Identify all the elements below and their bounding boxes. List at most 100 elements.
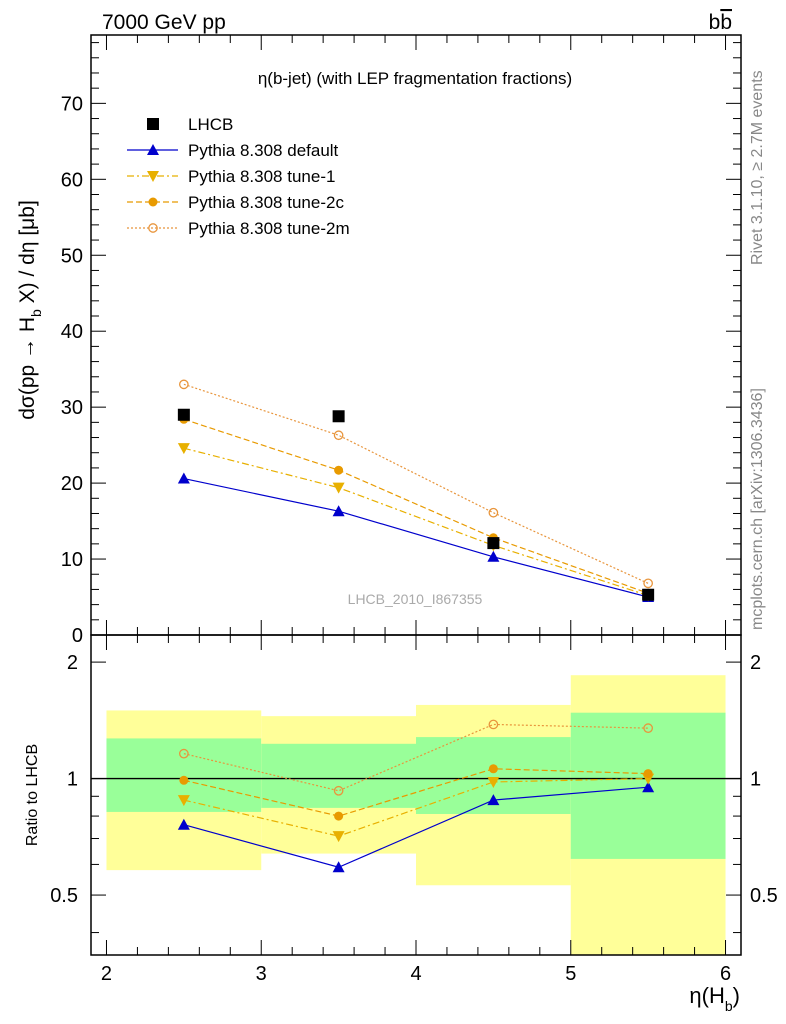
ratio-point bbox=[177, 795, 190, 807]
main-title: η(b-jet) (with LEP fragmentation fractio… bbox=[258, 69, 572, 88]
legend-label: Pythia 8.308 default bbox=[188, 141, 339, 160]
ratio-point bbox=[643, 769, 653, 779]
data-point bbox=[487, 537, 500, 550]
ratio-ytick-label-right: 1 bbox=[750, 769, 761, 791]
legend-marker bbox=[147, 118, 159, 130]
data-point bbox=[487, 550, 500, 562]
series-lhcb bbox=[177, 408, 655, 601]
ratio-point bbox=[332, 831, 345, 843]
ratio-point bbox=[488, 719, 499, 730]
main-ytick-label: 70 bbox=[61, 93, 83, 115]
series-line bbox=[183, 418, 649, 594]
data-point bbox=[177, 408, 190, 421]
ratio-series-pythia-8-308-tune-2m bbox=[179, 719, 653, 796]
ratio-point bbox=[643, 723, 653, 733]
data-point bbox=[488, 507, 499, 518]
main-ytick-label: 0 bbox=[72, 625, 83, 647]
mcplots-label: mcplots.cern.ch [arXiv:1306.3436] bbox=[749, 388, 766, 630]
legend-item: Pythia 8.308 tune-2m bbox=[127, 219, 350, 238]
uncertainty-band-inner bbox=[261, 743, 416, 808]
watermark-annotation: LHCB_2010_I867355 bbox=[348, 591, 483, 607]
data-point bbox=[643, 578, 653, 589]
legend-item: LHCB bbox=[147, 115, 233, 134]
main-series bbox=[177, 379, 655, 603]
series-line bbox=[183, 477, 649, 598]
ratio-point bbox=[333, 785, 344, 796]
legend-item: Pythia 8.308 default bbox=[127, 141, 339, 160]
legend-marker bbox=[148, 197, 158, 207]
ratio-line bbox=[183, 786, 649, 868]
series-pythia-8-308-tune-1 bbox=[177, 443, 655, 602]
ratio-line bbox=[183, 768, 649, 817]
series-pythia-8-308-default bbox=[177, 472, 655, 603]
ratio-line bbox=[183, 777, 649, 837]
main-axis-ticks bbox=[91, 35, 741, 636]
ratio-ytick-label: 0.5 bbox=[50, 885, 78, 907]
ratio-tick-labels: 0.5 0.5 1 1 2 2 2 3 4 5 6 bbox=[50, 652, 778, 985]
ratio-panel: 0.5 0.5 1 1 2 2 2 3 4 5 6 Ratio to LHCB η(Hb) bbox=[24, 634, 778, 1014]
x-axis-label: η(Hb) bbox=[689, 983, 740, 1014]
series-line bbox=[183, 447, 649, 597]
xtick-label: 6 bbox=[720, 963, 731, 985]
rivet-label: Rivet 3.1.10, ≥ 2.7M events bbox=[749, 70, 766, 265]
ratio-point bbox=[487, 794, 500, 806]
main-ylabel: dσ(pp → Hb X) / dη [μb] bbox=[16, 200, 44, 420]
header-left: 7000 GeV pp bbox=[102, 11, 226, 34]
ratio-series-pythia-8-308-default bbox=[177, 781, 655, 873]
data-point bbox=[332, 482, 345, 494]
ratio-point bbox=[334, 811, 344, 821]
xtick-label: 5 bbox=[565, 963, 576, 985]
legend-label: Pythia 8.308 tune-1 bbox=[188, 167, 335, 186]
data-point bbox=[333, 430, 344, 441]
legend-label: Pythia 8.308 tune-2m bbox=[188, 219, 350, 238]
main-tick-labels: 0 10 20 30 40 50 60 70 bbox=[61, 93, 83, 647]
ratio-ytick-label: 1 bbox=[67, 769, 78, 791]
ratio-point bbox=[179, 775, 189, 785]
xtick-label: 3 bbox=[256, 963, 267, 985]
data-point bbox=[179, 379, 189, 390]
data-point bbox=[332, 505, 345, 517]
ratio-ytick-label-right: 2 bbox=[750, 652, 761, 674]
legend: LHCB Pythia 8.308 default Pythia 8.308 tun… bbox=[127, 115, 350, 238]
ratio-ytick-label-right: 0.5 bbox=[750, 885, 778, 907]
data-point bbox=[177, 472, 190, 484]
main-ytick-label: 20 bbox=[61, 473, 83, 495]
main-ytick-label: 30 bbox=[61, 397, 83, 419]
ratio-line bbox=[183, 723, 649, 792]
header-right: bb bbox=[709, 11, 732, 34]
main-panel: 0 10 20 30 40 50 60 70 η(b-jet) (with LEP fragm… bbox=[16, 34, 742, 647]
series-pythia-8-308-tune-2c bbox=[179, 414, 653, 598]
legend-item: Pythia 8.308 tune-2c bbox=[127, 193, 344, 212]
legend-marker bbox=[148, 223, 158, 233]
ratio-frame bbox=[90, 634, 742, 956]
xtick-label: 2 bbox=[101, 963, 112, 985]
ratio-point bbox=[642, 781, 655, 793]
legend-marker bbox=[147, 144, 159, 155]
main-ytick-label: 40 bbox=[61, 321, 83, 343]
ratio-point bbox=[488, 764, 498, 774]
ratio-series-pythia-8-308-tune-2c bbox=[179, 764, 653, 821]
ratio-axis-ticks bbox=[91, 635, 741, 955]
series-line bbox=[183, 383, 649, 584]
legend-item: Pythia 8.308 tune-1 bbox=[127, 167, 335, 186]
data-point bbox=[177, 443, 190, 455]
main-ytick-label: 10 bbox=[61, 549, 83, 571]
legend-marker bbox=[147, 171, 159, 182]
legend-label: Pythia 8.308 tune-2c bbox=[188, 193, 344, 212]
data-point bbox=[334, 465, 344, 475]
main-ytick-label: 50 bbox=[61, 245, 83, 267]
legend-label: LHCB bbox=[188, 115, 233, 134]
xtick-label: 4 bbox=[410, 963, 421, 985]
series-pythia-8-308-tune-2m bbox=[179, 379, 653, 589]
main-ytick-label: 60 bbox=[61, 169, 83, 191]
ratio-bands bbox=[106, 675, 726, 955]
ratio-point bbox=[177, 818, 190, 830]
data-point bbox=[642, 588, 655, 601]
data-point bbox=[332, 410, 345, 423]
ratio-point bbox=[179, 748, 189, 759]
ratio-series bbox=[177, 719, 655, 873]
ratio-ylabel: Ratio to LHCB bbox=[24, 744, 41, 846]
ratio-point bbox=[487, 776, 500, 788]
ratio-ytick-label: 2 bbox=[67, 652, 78, 674]
